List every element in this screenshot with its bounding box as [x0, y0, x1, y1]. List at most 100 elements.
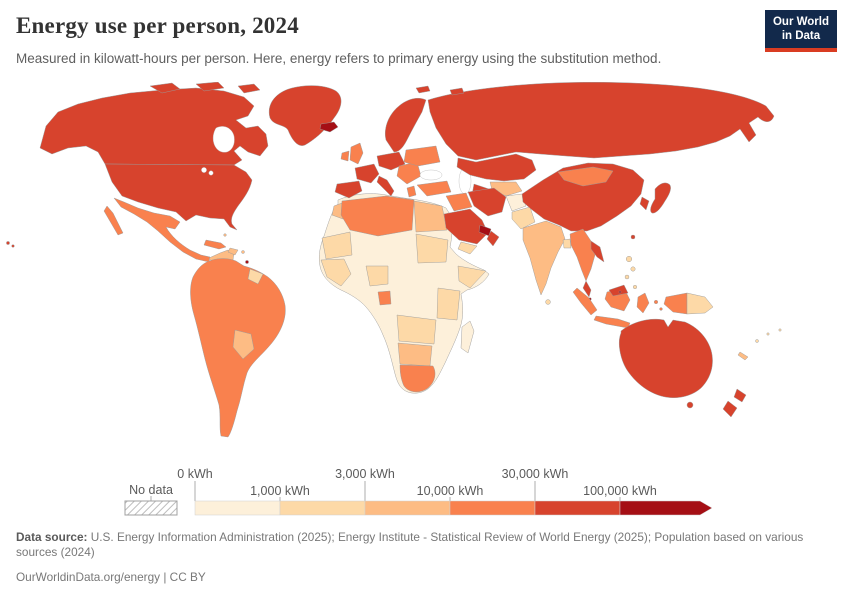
- region-pacific-island[interactable]: [766, 332, 770, 336]
- region-italy[interactable]: [376, 175, 395, 197]
- region-papua-new-guinea[interactable]: [686, 292, 714, 315]
- footer-links: OurWorldinData.org/energy | CC BY: [16, 570, 834, 585]
- region-new-zealand[interactable]: [733, 388, 747, 403]
- region-bolivia-paraguay[interactable]: [232, 329, 255, 360]
- legend-no-data-label: No data: [129, 483, 173, 497]
- legend-segment-5[interactable]: [534, 500, 621, 516]
- region-maluku[interactable]: [659, 307, 663, 311]
- footer-separator: |: [160, 569, 170, 584]
- region-greenland[interactable]: [268, 85, 342, 146]
- region-west-new-guinea[interactable]: [663, 292, 688, 315]
- region-arctic-island-eurasia[interactable]: [449, 87, 465, 96]
- region-algeria-libya[interactable]: [340, 195, 415, 237]
- region-afghanistan[interactable]: [505, 193, 527, 212]
- region-sudan[interactable]: [415, 233, 449, 264]
- region-iberia[interactable]: [334, 180, 363, 199]
- region-canada[interactable]: [39, 87, 269, 166]
- region-france[interactable]: [354, 163, 380, 184]
- legend-segment-3[interactable]: [364, 500, 451, 516]
- region-turkey[interactable]: [416, 180, 452, 197]
- region-china[interactable]: [521, 162, 645, 232]
- region-russia[interactable]: [427, 82, 775, 161]
- chart-footer: Data source: U.S. Energy Information Adm…: [16, 530, 834, 585]
- region-west-africa[interactable]: [320, 258, 352, 287]
- region-nigeria[interactable]: [365, 265, 389, 287]
- chart-subtitle: Measured in kilowatt-hours per person. H…: [16, 51, 662, 66]
- region-oman[interactable]: [486, 230, 500, 247]
- region-iran[interactable]: [467, 187, 507, 217]
- cc-by-link[interactable]: CC BY: [169, 569, 206, 584]
- region-trinidad-and-tobago[interactable]: [245, 260, 249, 264]
- region-baja-california[interactable]: [103, 205, 124, 236]
- region-horn-of-africa[interactable]: [457, 265, 487, 289]
- region-australia[interactable]: [619, 318, 713, 398]
- region-hispaniola[interactable]: [227, 247, 239, 256]
- legend-segment-1[interactable]: [194, 500, 281, 516]
- region-mongolia[interactable]: [557, 166, 614, 187]
- legend-segment-4[interactable]: [449, 500, 536, 516]
- world-choropleth-map[interactable]: [0, 82, 850, 462]
- region-hawaii[interactable]: [6, 241, 10, 245]
- region-borneo-malaysia[interactable]: [608, 284, 629, 297]
- region-tasmania[interactable]: [686, 401, 694, 409]
- region-yemen[interactable]: [457, 241, 478, 255]
- region-japan[interactable]: [650, 182, 671, 214]
- region-ireland[interactable]: [340, 150, 350, 162]
- region-sri-lanka[interactable]: [545, 299, 551, 305]
- region-sulawesi[interactable]: [636, 292, 650, 314]
- region-new-zealand[interactable]: [722, 400, 738, 418]
- region-philippines[interactable]: [624, 274, 630, 280]
- region-central-europe[interactable]: [376, 151, 406, 171]
- region-ukraine[interactable]: [403, 145, 441, 167]
- region-united-kingdom[interactable]: [349, 142, 364, 165]
- region-madagascar[interactable]: [460, 320, 475, 354]
- region-pacific-island[interactable]: [778, 328, 782, 332]
- region-united-states[interactable]: [104, 163, 253, 231]
- region-malay-peninsula[interactable]: [582, 280, 592, 298]
- region-bangladesh[interactable]: [562, 238, 572, 249]
- region-taiwan[interactable]: [630, 234, 636, 240]
- legend-segment-2[interactable]: [279, 500, 366, 516]
- no-data-swatch[interactable]: [124, 500, 178, 516]
- region-caribbean-island[interactable]: [241, 250, 245, 254]
- region-new-caledonia[interactable]: [737, 351, 749, 361]
- region-mauritania-western-sahara[interactable]: [321, 231, 353, 260]
- region-greece[interactable]: [406, 185, 417, 198]
- region-mexico[interactable]: [113, 197, 211, 263]
- owid-energy-link[interactable]: OurWorldinData.org/energy: [16, 569, 161, 584]
- region-egypt[interactable]: [413, 200, 448, 233]
- region-caribbean-island[interactable]: [223, 233, 227, 237]
- region-arctic-island-eurasia[interactable]: [415, 85, 431, 94]
- region-guyanas[interactable]: [247, 268, 264, 285]
- region-iraq-syria[interactable]: [445, 192, 473, 212]
- region-iceland[interactable]: [319, 121, 339, 133]
- region-namibia-botswana[interactable]: [397, 342, 433, 367]
- region-east-africa[interactable]: [436, 287, 461, 321]
- region-java[interactable]: [593, 315, 631, 329]
- region-maluku[interactable]: [653, 299, 659, 305]
- region-canada-arctic-island[interactable]: [237, 83, 261, 94]
- owid-logo[interactable]: Our World in Data: [764, 10, 837, 52]
- region-vietnam[interactable]: [590, 240, 605, 263]
- region-gabon[interactable]: [377, 290, 392, 306]
- region-india[interactable]: [522, 220, 566, 296]
- region-pacific-island[interactable]: [755, 339, 759, 343]
- region-philippines[interactable]: [625, 255, 633, 263]
- region-hawaii[interactable]: [11, 244, 15, 248]
- region-south-africa[interactable]: [399, 364, 436, 393]
- region-canada-arctic-island[interactable]: [195, 82, 225, 92]
- region-brunei[interactable]: [618, 290, 622, 294]
- region-scandinavia[interactable]: [385, 98, 427, 153]
- region-pakistan[interactable]: [511, 206, 536, 230]
- region-south-korea[interactable]: [639, 196, 650, 211]
- region-canada-arctic-island[interactable]: [149, 82, 181, 94]
- legend-segment-6-arrow[interactable]: [619, 500, 713, 516]
- region-philippines[interactable]: [632, 284, 638, 290]
- region-angola-zambia[interactable]: [396, 314, 437, 345]
- region-sumatra[interactable]: [572, 287, 598, 316]
- region-philippines[interactable]: [630, 266, 636, 272]
- region-saudi-arabia[interactable]: [443, 208, 489, 245]
- region-cuba[interactable]: [203, 239, 227, 250]
- region-mainland-southeast-asia[interactable]: [569, 228, 596, 282]
- region-kazakhstan[interactable]: [456, 153, 537, 182]
